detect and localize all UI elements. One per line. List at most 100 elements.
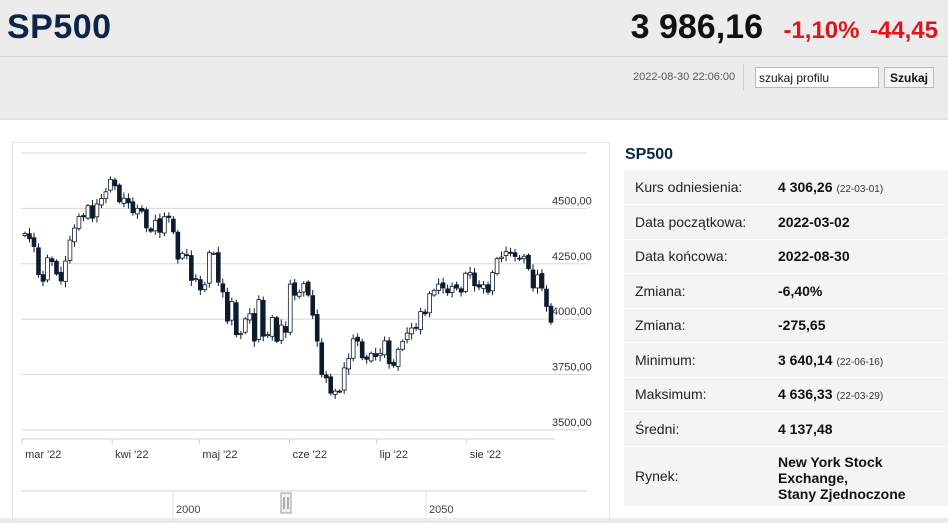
info-label: Minimum: xyxy=(624,342,778,378)
candle-up xyxy=(22,233,28,237)
candle-down xyxy=(517,257,522,260)
candle-down xyxy=(220,283,226,293)
navigator-label: 2000 xyxy=(176,504,200,516)
y-tick-label: 3500,00 xyxy=(552,417,592,429)
candle-up xyxy=(135,207,140,215)
candle-up xyxy=(346,358,351,370)
info-value: -6,40% xyxy=(778,273,948,309)
info-row: Zmiana: -6,40% xyxy=(624,273,948,309)
candle-down xyxy=(544,288,549,307)
candle-down xyxy=(458,288,464,293)
candle-down xyxy=(337,390,343,393)
info-label: Rynek: xyxy=(624,446,778,507)
candle-down xyxy=(512,252,518,257)
candle-up xyxy=(400,340,405,350)
info-row: Data początkowa: 2022-03-02 xyxy=(624,204,948,240)
info-label: Zmiana: xyxy=(624,273,778,309)
candle-down xyxy=(171,218,176,233)
candle-down xyxy=(476,284,482,288)
info-date: (22-03-01) xyxy=(836,184,884,195)
x-tick-label: sie '22 xyxy=(470,449,501,461)
candle-down xyxy=(373,353,378,357)
candle-down xyxy=(454,284,459,289)
candle-up xyxy=(404,332,410,341)
candle-down xyxy=(126,198,131,204)
candle-up xyxy=(247,313,253,321)
info-value: 4 306,26 xyxy=(778,179,833,195)
candle-up xyxy=(418,311,423,330)
market-line: Stany Zjednoczone xyxy=(778,486,906,502)
info-date: (22-03-29) xyxy=(836,391,884,403)
header-bar: SP500 3 986,16 -1,10% -44,45 2022-08-30 … xyxy=(0,0,948,98)
candle-down xyxy=(233,302,239,336)
info-title: SP500 xyxy=(625,146,674,163)
search-profile-input[interactable] xyxy=(755,67,879,88)
candle-up xyxy=(269,316,275,337)
candle-down xyxy=(413,326,419,329)
chart-container[interactable]: 4500,00 4250,00 4000,00 3750,00 3500,00 mar '… xyxy=(12,142,611,523)
candlestick-chart[interactable]: 4500,00 4250,00 4000,00 3750,00 3500,00 mar '… xyxy=(13,143,611,523)
x-tick-label: mar '22 xyxy=(25,449,61,461)
candle-up xyxy=(162,216,167,234)
candle-down xyxy=(422,311,428,315)
candle-up xyxy=(481,284,486,289)
candle-up xyxy=(45,257,50,281)
header-divider xyxy=(0,56,948,57)
navigator-label: 2050 xyxy=(429,504,453,516)
candle-down xyxy=(148,228,154,232)
candle-up xyxy=(180,252,185,259)
candle-up xyxy=(256,299,262,340)
info-value: 3 640,14 xyxy=(778,351,833,368)
candle-up xyxy=(229,301,235,321)
info-row: Maksimum: 4 636,33 (22-03-29) xyxy=(624,377,948,412)
candle-up xyxy=(67,239,73,261)
candle-up xyxy=(377,353,383,356)
candle-down xyxy=(539,273,545,289)
candle-down xyxy=(27,233,32,240)
change-percent: -1,10% xyxy=(783,17,860,44)
candle-up xyxy=(265,334,271,337)
candle-up xyxy=(467,272,473,276)
search-button[interactable]: Szukaj xyxy=(884,67,934,88)
info-value: 4 137,48 xyxy=(778,411,948,447)
candle-up xyxy=(431,289,437,296)
x-tick-label: lip '22 xyxy=(380,449,408,461)
candle-up xyxy=(490,272,495,292)
x-tick-label: kwi '22 xyxy=(115,449,148,461)
candle-down xyxy=(225,291,230,322)
candle-down xyxy=(386,340,392,365)
candle-down xyxy=(319,342,325,375)
y-tick-label: 4000,00 xyxy=(552,306,592,318)
candle-down xyxy=(58,271,64,282)
candle-down xyxy=(130,201,136,213)
candle-up xyxy=(332,390,338,395)
candle-down xyxy=(305,281,311,296)
candle-up xyxy=(427,293,432,314)
y-tick-label: 3750,00 xyxy=(552,362,592,374)
y-tick-label: 4250,00 xyxy=(552,251,592,263)
candle-down xyxy=(310,295,316,316)
candle-up xyxy=(535,274,540,289)
candle-down xyxy=(175,231,181,260)
candle-up xyxy=(207,252,212,284)
candle-down xyxy=(260,299,266,337)
market-line: Exchange, xyxy=(778,470,849,486)
quote-datetime: 2022-08-30 22:06:00 xyxy=(633,71,736,83)
candle-up xyxy=(99,198,104,206)
candle-down xyxy=(391,361,396,366)
candle-up xyxy=(278,324,284,341)
x-tick-label: cze '22 xyxy=(292,449,327,461)
candle-up xyxy=(350,338,356,359)
candle-down xyxy=(31,237,37,247)
info-label: Kurs odniesienia: xyxy=(624,170,778,205)
candle-down xyxy=(184,254,190,257)
candle-down xyxy=(485,284,491,293)
candle-down xyxy=(283,326,289,333)
candle-down xyxy=(359,341,365,359)
info-date: (22-06-16) xyxy=(836,356,884,368)
candle-up xyxy=(85,205,91,219)
info-row: Zmiana: -275,65 xyxy=(624,308,948,343)
candle-up xyxy=(63,260,68,282)
info-row: Minimum: 3 640,14 (22-06-16) xyxy=(624,342,948,378)
candle-down xyxy=(323,374,329,379)
